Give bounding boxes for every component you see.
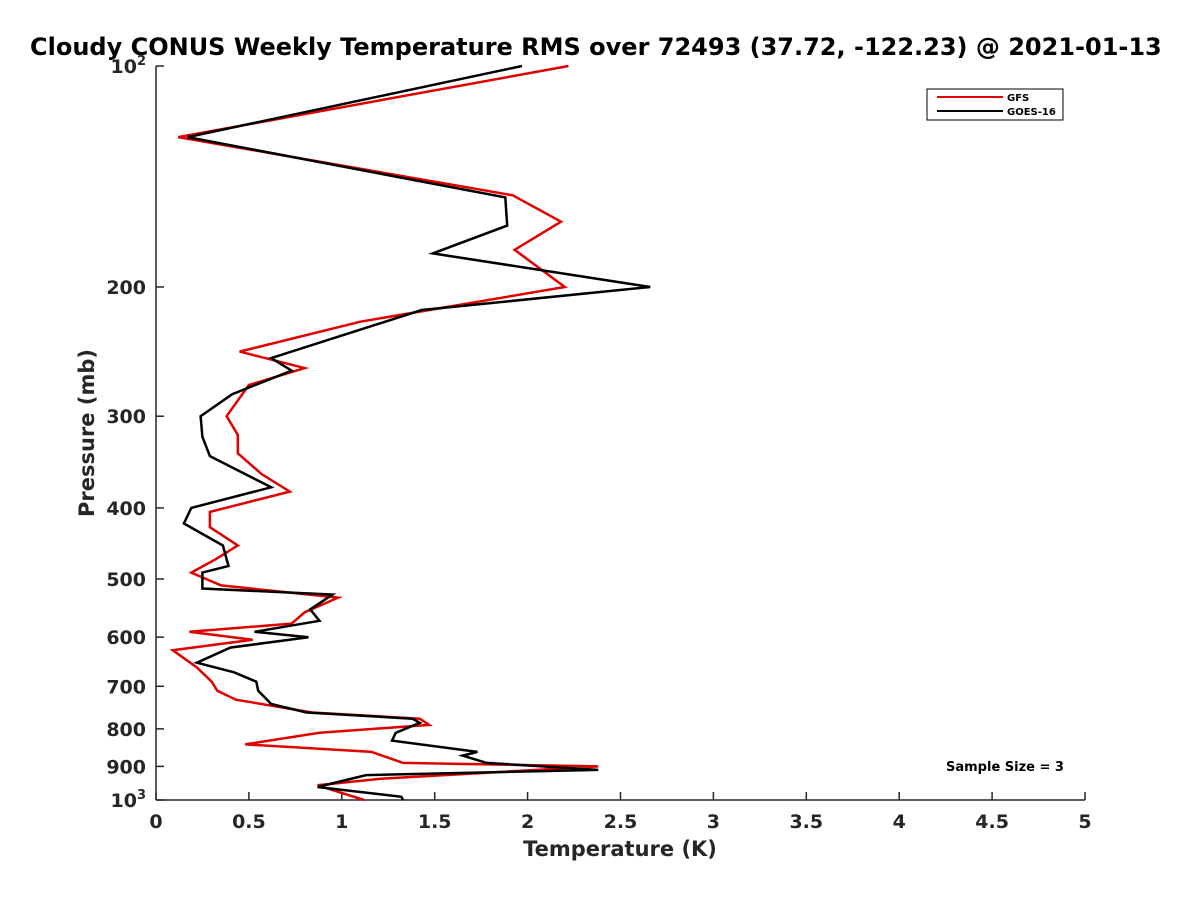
x-tick-label: 3.5 [789, 811, 823, 833]
series-line-goes16 [182, 64, 651, 801]
y-tick-label: 700 [106, 676, 146, 698]
x-tick-label: 0.5 [232, 811, 266, 833]
x-tick-label: 1 [335, 811, 348, 833]
x-tick-label: 3 [707, 811, 720, 833]
x-tick-label: 0 [149, 811, 162, 833]
x-tick-label: 1.5 [418, 811, 452, 833]
axes: 0 0.5 1 1.5 2 2.5 3 3.5 4 4.5 5 102 200 300 400 500 600 7… [106, 54, 1091, 833]
series-lines [169, 64, 651, 802]
legend-label-gfs: GFS [1007, 93, 1029, 104]
legend: GFS GOES-16 [926, 88, 1064, 121]
chart-title: Cloudy CONUS Weekly Temperature RMS over… [30, 33, 1162, 61]
x-tick-label: 2.5 [604, 811, 638, 833]
y-tick-label: 102 [111, 54, 147, 78]
y-tick-label: 900 [106, 756, 146, 778]
y-tick-label: 500 [106, 569, 146, 591]
y-tick-label: 800 [106, 719, 146, 741]
x-tick-label: 4.5 [975, 811, 1009, 833]
y-axis-label: Pressure (mb) [75, 349, 99, 517]
y-tick-label: 600 [106, 627, 146, 649]
y-tick-label: 300 [106, 406, 146, 428]
x-tick-label: 4 [893, 811, 906, 833]
series-line-gfs [169, 64, 599, 802]
legend-label-goes16: GOES-16 [1007, 107, 1056, 118]
legend-box [926, 88, 1064, 121]
y-tick-label: 400 [106, 498, 146, 520]
y-tick-label: 103 [111, 788, 147, 812]
x-axis-label: Temperature (K) [523, 837, 717, 861]
sample-size-annotation: Sample Size = 3 [946, 760, 1064, 775]
y-tick-label: 200 [106, 277, 146, 299]
x-tick-label: 2 [521, 811, 534, 833]
x-tick-label: 5 [1078, 811, 1091, 833]
